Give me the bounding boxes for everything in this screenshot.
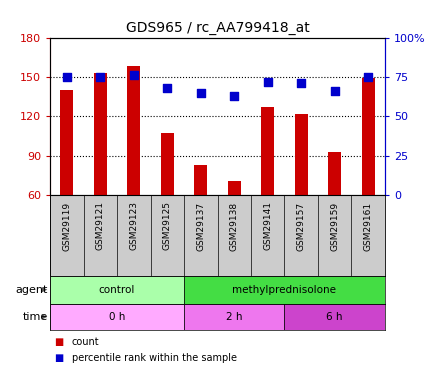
Text: GSM29119: GSM29119 — [62, 201, 71, 250]
Text: 6 h: 6 h — [326, 312, 342, 322]
Point — [264, 79, 271, 85]
Bar — [93, 73, 107, 195]
Text: 0 h: 0 h — [108, 312, 125, 322]
Text: ■: ■ — [54, 337, 63, 347]
Text: GSM29121: GSM29121 — [95, 201, 105, 250]
Text: agent: agent — [16, 285, 48, 295]
Point — [364, 74, 371, 80]
Bar — [194, 165, 207, 195]
Bar — [60, 90, 73, 195]
Text: GSM29161: GSM29161 — [363, 201, 372, 250]
Point — [197, 90, 204, 96]
Bar — [227, 181, 240, 195]
Point — [130, 72, 137, 78]
Text: ■: ■ — [54, 353, 63, 363]
Bar — [50, 276, 184, 304]
Title: GDS965 / rc_AA799418_at: GDS965 / rc_AA799418_at — [125, 21, 309, 35]
Text: GSM29141: GSM29141 — [263, 201, 272, 250]
Bar — [127, 66, 140, 195]
Point — [297, 80, 304, 86]
Bar — [361, 78, 374, 195]
Text: count: count — [72, 337, 99, 347]
Bar — [284, 304, 384, 330]
Bar — [160, 134, 174, 195]
Point — [63, 74, 70, 80]
Text: GSM29138: GSM29138 — [229, 201, 238, 250]
Bar — [184, 304, 284, 330]
Text: percentile rank within the sample: percentile rank within the sample — [72, 353, 236, 363]
Bar — [50, 304, 184, 330]
Text: time: time — [23, 312, 48, 322]
Point — [97, 74, 104, 80]
Text: methylprednisolone: methylprednisolone — [232, 285, 336, 295]
Text: GSM29159: GSM29159 — [329, 201, 339, 250]
Text: GSM29125: GSM29125 — [162, 201, 171, 250]
Point — [164, 85, 171, 91]
Bar — [184, 276, 384, 304]
Point — [230, 93, 237, 99]
Bar — [327, 152, 341, 195]
Point — [331, 88, 338, 94]
Text: 2 h: 2 h — [226, 312, 242, 322]
Bar — [260, 107, 274, 195]
Bar — [294, 114, 307, 195]
Text: GSM29123: GSM29123 — [129, 201, 138, 250]
Text: GSM29137: GSM29137 — [196, 201, 205, 250]
Text: GSM29157: GSM29157 — [296, 201, 305, 250]
Text: control: control — [99, 285, 135, 295]
